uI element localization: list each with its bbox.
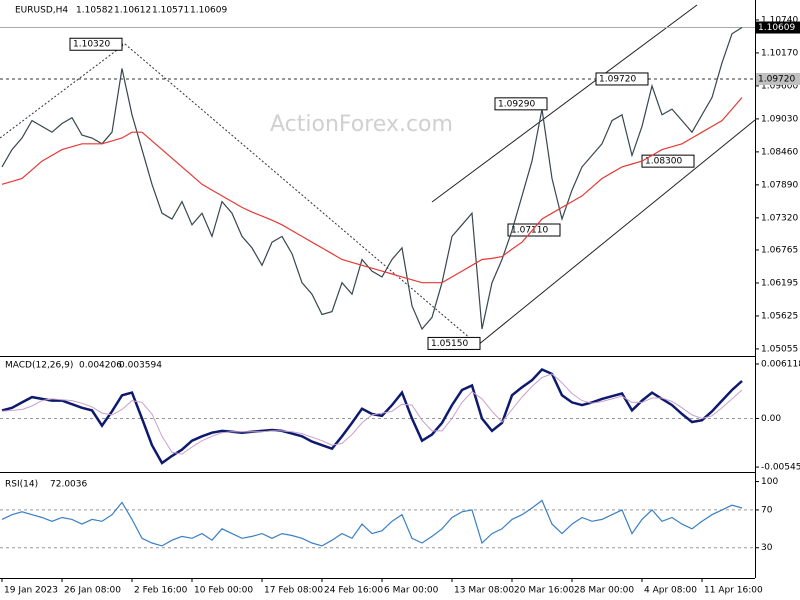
annotation-label: 1.09290 — [498, 99, 535, 109]
annotation-label: 1.08300 — [645, 157, 682, 167]
trend-line — [124, 43, 479, 346]
x-tick-label: 11 Apr 16:00 — [704, 586, 763, 596]
y-tick-label: 1.08460 — [761, 147, 798, 157]
y-tick-label: 1.09600 — [761, 81, 798, 91]
x-tick-label: 19 Jan 2023 — [4, 586, 58, 596]
annotation-box — [69, 37, 123, 51]
ohlc-high: 1.10612 — [114, 6, 151, 16]
price-marker — [756, 72, 800, 85]
y-tick-label: 0.00 — [761, 414, 781, 424]
series-line — [1, 499, 743, 547]
y-tick-label: 1.07890 — [761, 180, 798, 190]
annotation-label: 1.07110 — [511, 226, 548, 236]
chart-title: EURUSD,H4 — [15, 6, 68, 16]
price-marker-label: 1.09720 — [758, 74, 795, 84]
y-tick-label: 1.09030 — [761, 114, 798, 124]
annotation-box — [494, 97, 548, 111]
y-tick-label: 1.07320 — [761, 213, 798, 223]
indicator-title: RSI(14) — [5, 480, 38, 490]
x-tick-label: 28 Mar 00:00 — [574, 586, 634, 596]
x-tick-label: 6 Mar 00:00 — [384, 586, 439, 596]
series-line — [1, 373, 743, 455]
x-tick-label: 10 Feb 00:00 — [194, 586, 253, 596]
y-tick-label: 1.06765 — [761, 245, 798, 255]
annotation-label: 1.09720 — [599, 74, 636, 84]
x-tick-label: 2 Feb 16:00 — [134, 586, 188, 596]
y-tick-label: 0.006118 — [761, 359, 800, 369]
watermark: ActionForex.com — [270, 112, 453, 137]
indicator-readout: 0.004206 — [79, 361, 122, 371]
channel-line — [431, 4, 698, 203]
indicator-readout: 0.003594 — [119, 361, 162, 371]
y-tick-label: 30 — [761, 543, 773, 553]
y-tick-label: 100 — [761, 477, 778, 487]
y-tick-label: 1.05625 — [761, 311, 798, 321]
ohlc-close: 1.10609 — [190, 6, 227, 16]
y-tick-label: 70 — [761, 505, 773, 515]
series-line — [1, 367, 743, 465]
y-tick-label: 1.06195 — [761, 278, 798, 288]
y-tick-label: -0.005458 — [761, 463, 800, 473]
indicator-readout: 72.0036 — [50, 480, 87, 490]
channel-line — [477, 119, 756, 346]
series-line — [1, 97, 743, 284]
x-tick-label: 20 Mar 16:00 — [514, 586, 574, 596]
price-marker-label: 1.10609 — [758, 23, 795, 33]
x-tick-label: 4 Apr 08:00 — [644, 586, 697, 596]
x-tick-label: 26 Jan 08:00 — [64, 586, 121, 596]
series-line — [1, 26, 743, 331]
annotation-box — [595, 72, 649, 86]
annotation-label: 1.10320 — [73, 40, 110, 50]
annotation-label: 1.05150 — [431, 339, 468, 349]
annotation-box — [427, 336, 481, 350]
ohlc-low: 1.10571 — [152, 6, 189, 16]
x-tick-label: 24 Feb 16:00 — [324, 586, 383, 596]
indicator-title: MACD(12,26,9) — [5, 361, 73, 371]
ohlc-open: 1.10582 — [76, 6, 113, 16]
x-tick-label: 17 Feb 08:00 — [264, 586, 323, 596]
price-marker — [756, 21, 800, 34]
annotation-box — [507, 223, 561, 237]
x-tick-label: 13 Mar 08:00 — [454, 586, 514, 596]
y-tick-label: 1.10170 — [761, 48, 798, 58]
y-tick-label: 1.05055 — [761, 344, 798, 354]
y-tick-label: 1.10740 — [761, 15, 798, 25]
